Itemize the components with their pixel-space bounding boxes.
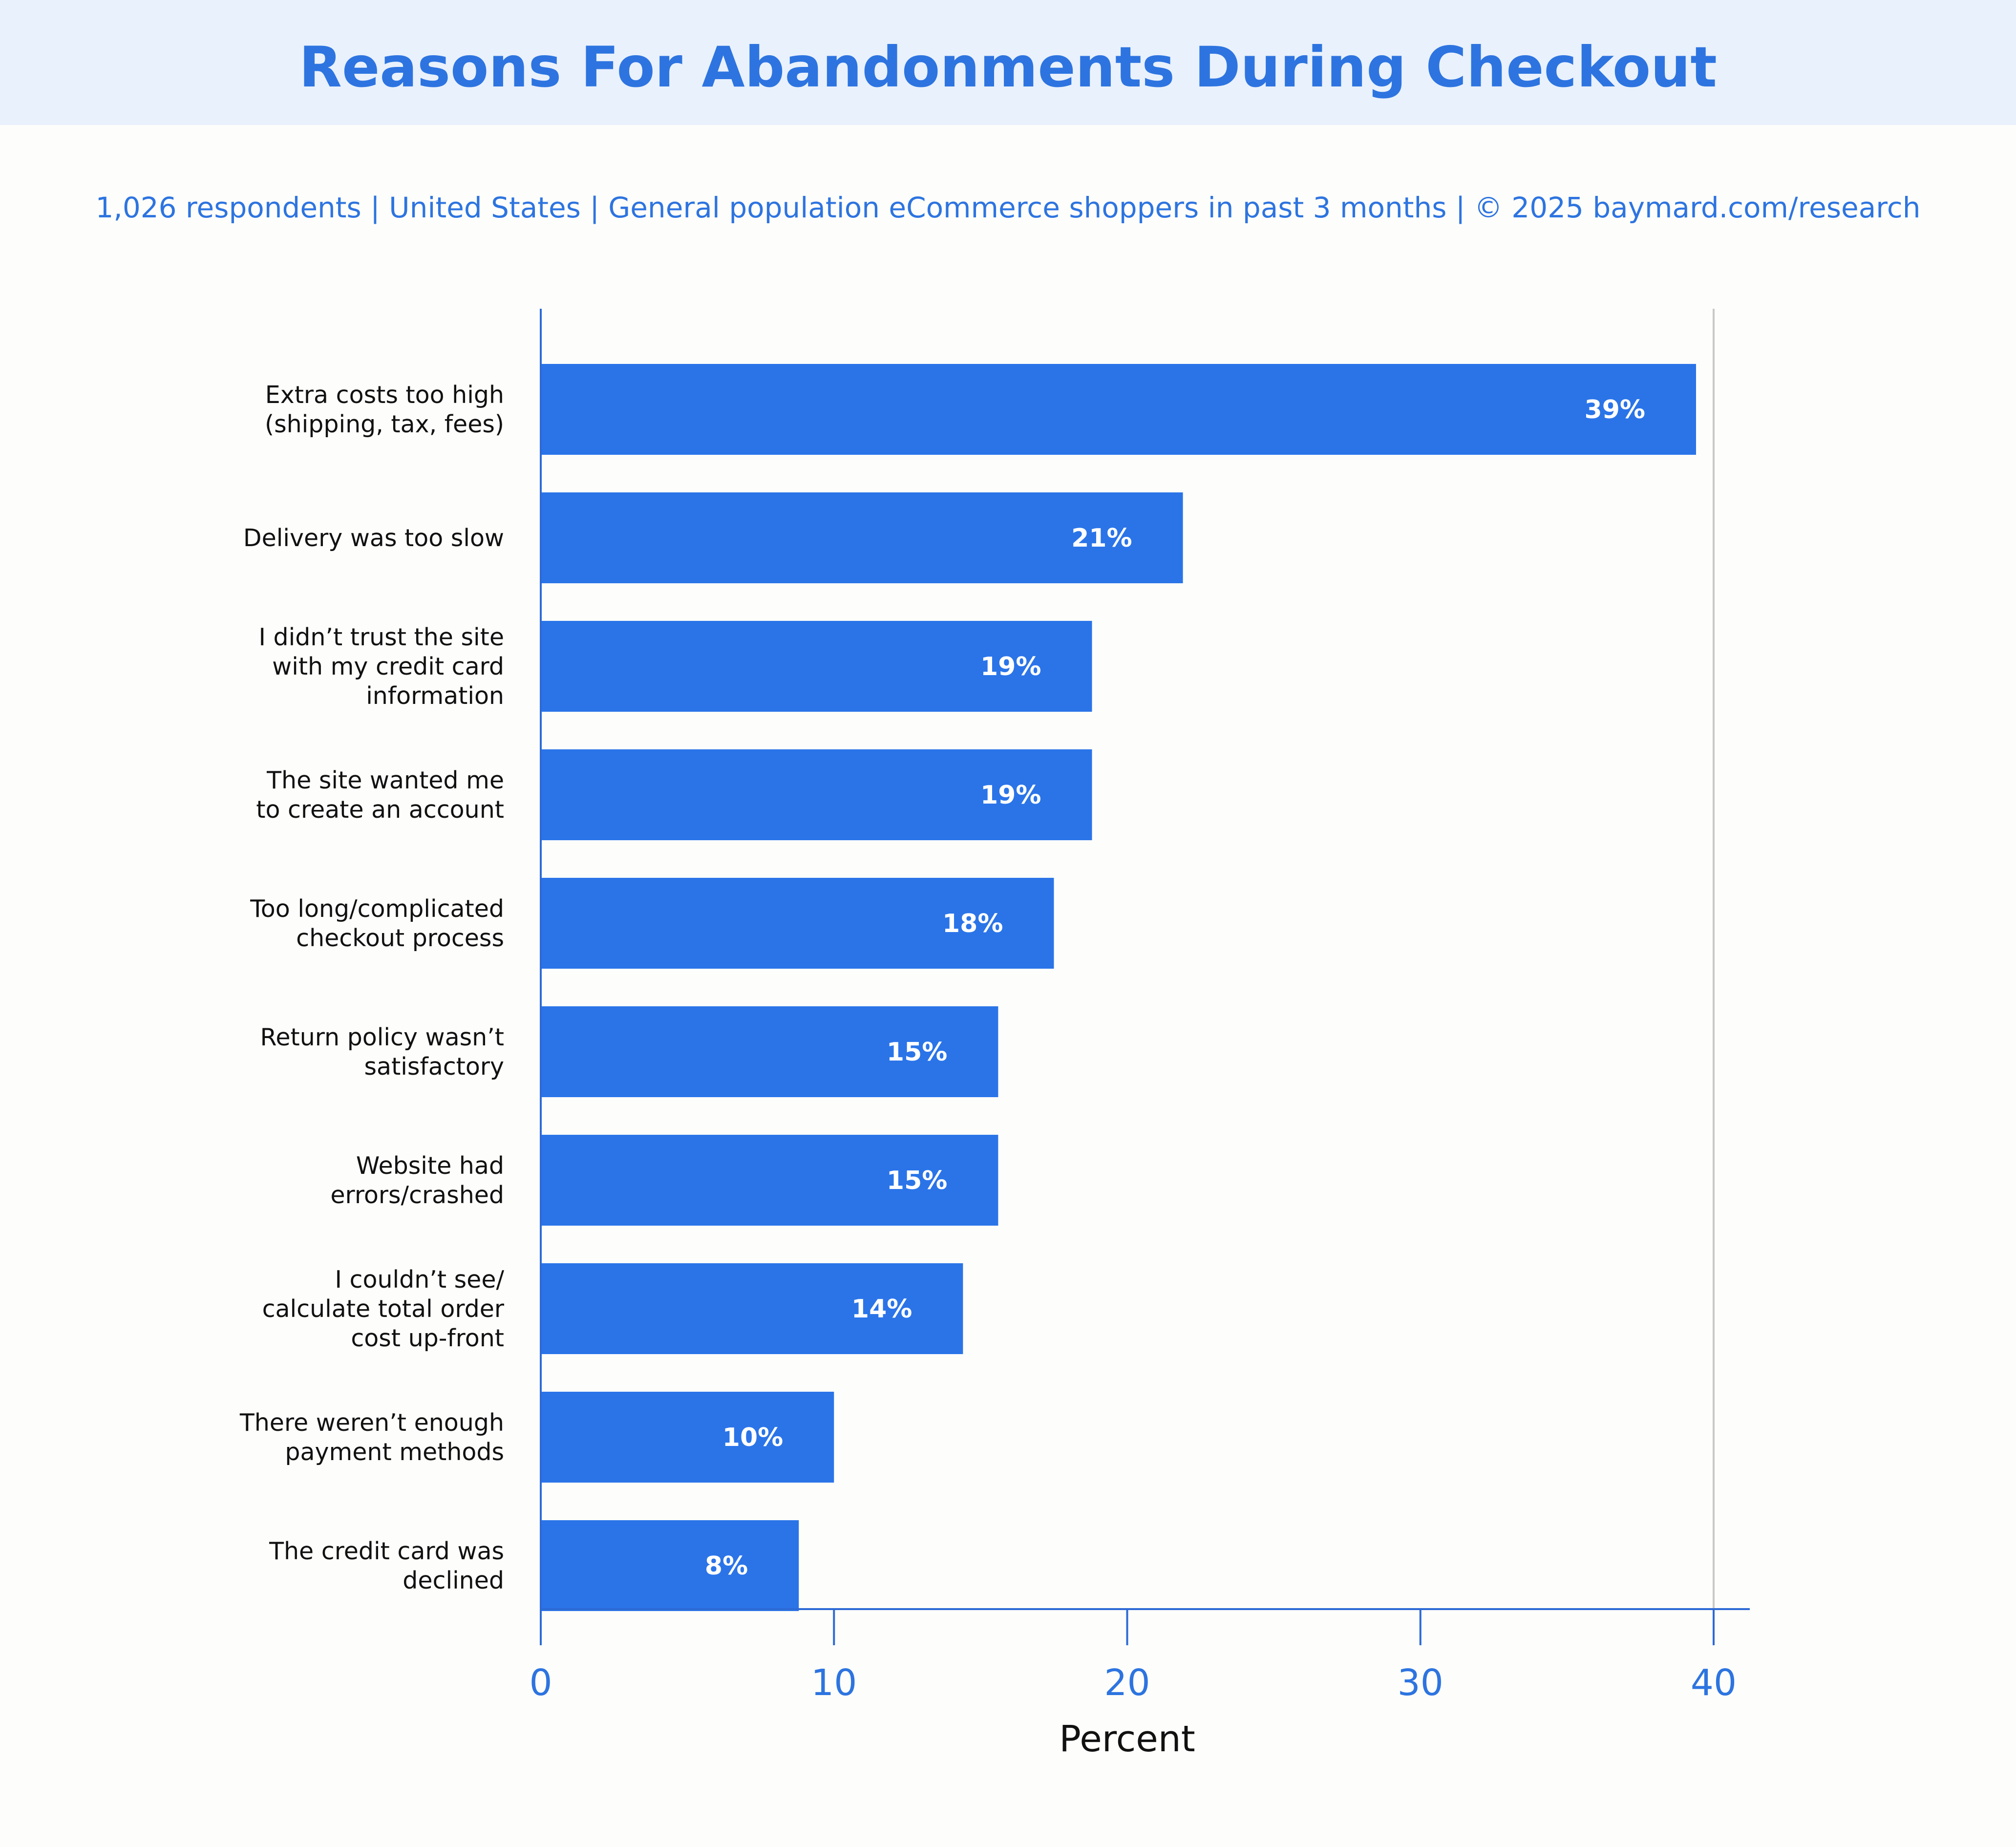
category-label: There weren’t enough payment methods xyxy=(239,1409,504,1466)
bar xyxy=(541,364,1696,455)
category-label: The credit card was declined xyxy=(269,1537,504,1594)
chart-subtitle: 1,026 respondents | United States | Gene… xyxy=(95,191,1921,224)
data-label: 8% xyxy=(705,1551,748,1581)
chart-title: Reasons For Abandonments During Checkout xyxy=(299,35,1717,100)
category-label: Website had errors/crashed xyxy=(330,1152,504,1209)
x-tick-label: 40 xyxy=(1691,1662,1737,1704)
bar xyxy=(541,1135,998,1226)
category-label: I didn’t trust the site with my credit ca… xyxy=(259,623,505,710)
data-label: 14% xyxy=(851,1295,912,1324)
x-tick-label: 30 xyxy=(1398,1662,1443,1704)
x-tick-label: 10 xyxy=(811,1662,857,1704)
category-label: I couldn’t see/calculate total order cost… xyxy=(262,1266,505,1352)
header-band xyxy=(0,0,2016,125)
x-axis-title: Percent xyxy=(1059,1718,1195,1760)
x-tick-label: 20 xyxy=(1104,1662,1150,1704)
x-tick-label: 0 xyxy=(529,1662,552,1704)
data-label: 10% xyxy=(722,1423,783,1452)
data-label: 15% xyxy=(887,1166,947,1195)
bar xyxy=(541,1263,963,1354)
category-label: Delivery was too slow xyxy=(243,524,504,552)
category-label: Extra costs too high (shipping, tax, fees… xyxy=(265,381,504,438)
data-label: 15% xyxy=(887,1038,947,1067)
data-label: 21% xyxy=(1071,524,1132,553)
category-label: The site wanted me to create an account xyxy=(256,766,504,824)
bar xyxy=(541,749,1092,840)
bar xyxy=(541,492,1183,583)
category-label: Too long/complicated checkout process xyxy=(250,895,504,952)
bar xyxy=(541,621,1092,712)
data-label: 18% xyxy=(942,909,1003,938)
bar xyxy=(541,1392,834,1483)
data-label: 39% xyxy=(1585,395,1645,425)
data-label: 19% xyxy=(980,781,1041,810)
category-label: Return policy wasn’t satisfactory xyxy=(260,1023,504,1081)
data-label: 19% xyxy=(980,652,1041,681)
bar xyxy=(541,1520,799,1611)
bar xyxy=(541,878,1054,969)
bar xyxy=(541,1006,998,1097)
